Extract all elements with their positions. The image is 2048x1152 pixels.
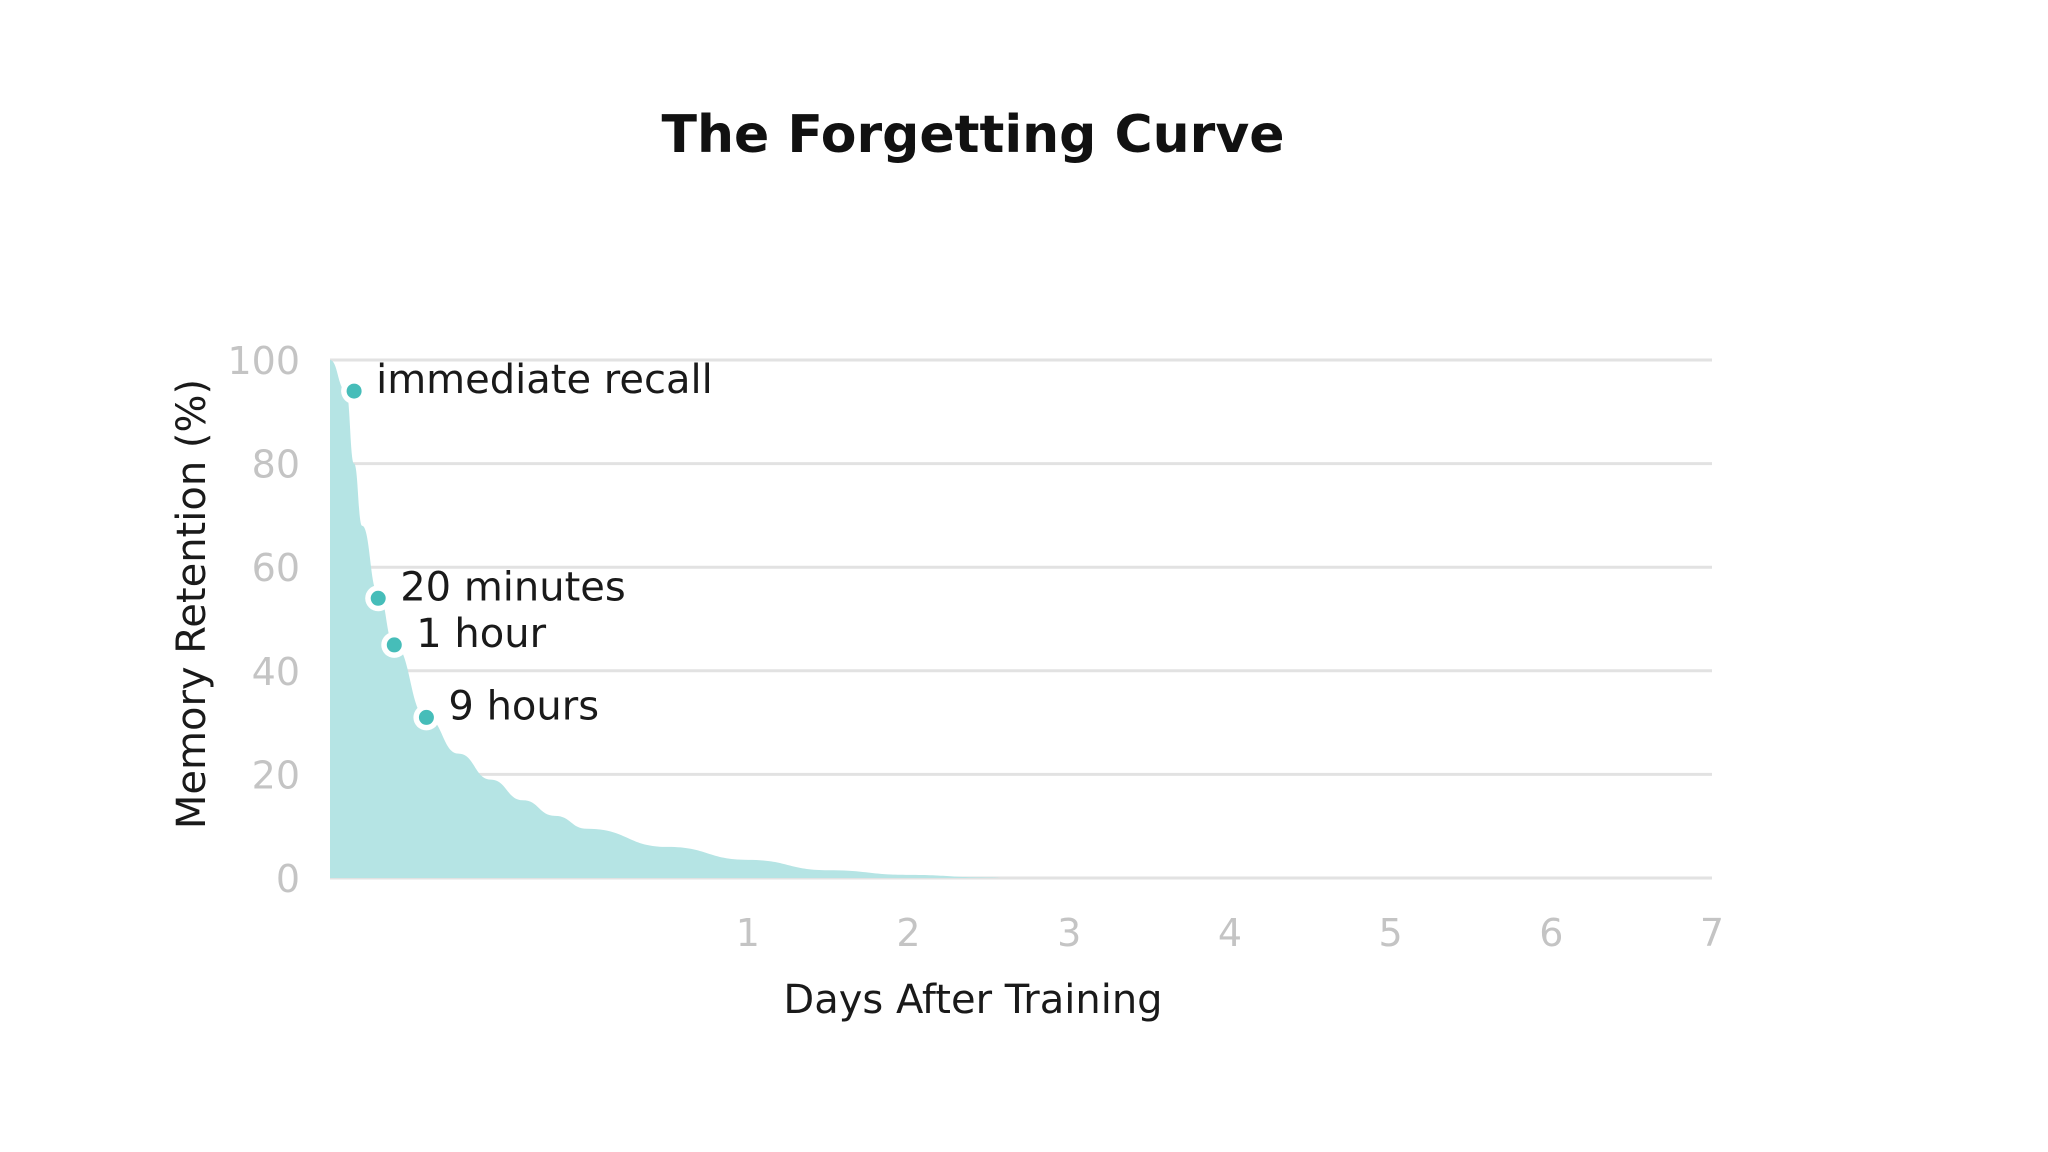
chart-title: The Forgetting Curve xyxy=(661,105,1284,165)
y-tick-label: 60 xyxy=(252,546,300,590)
y-tick-label: 80 xyxy=(252,443,300,487)
annotation-point xyxy=(418,709,434,725)
x-tick-label: 3 xyxy=(1057,911,1081,955)
annotation-point xyxy=(386,637,402,653)
x-tick-label: 2 xyxy=(896,911,920,955)
x-tick-label: 4 xyxy=(1218,911,1242,955)
x-tick-label: 7 xyxy=(1700,911,1724,955)
x-axis-ticks: 1 2 3 4 5 6 7 xyxy=(736,911,1724,955)
grid xyxy=(330,358,1712,880)
y-tick-label: 0 xyxy=(276,857,300,901)
annotation-point xyxy=(370,590,386,606)
y-tick-label: 40 xyxy=(252,650,300,694)
x-tick-label: 6 xyxy=(1539,911,1563,955)
annotation-label: 1 hour xyxy=(416,611,546,657)
plot-area xyxy=(330,360,1005,878)
annotation-label: immediate recall xyxy=(376,357,713,403)
y-tick-label: 20 xyxy=(252,753,300,797)
y-tick-label: 100 xyxy=(227,339,300,383)
x-tick-label: 1 xyxy=(736,911,760,955)
annotation-label: 9 hours xyxy=(448,683,599,729)
x-axis-title: Days After Training xyxy=(783,977,1162,1023)
annotation-point xyxy=(346,383,362,399)
x-tick-label: 5 xyxy=(1379,911,1403,955)
retention-area-series-0 xyxy=(330,360,1005,878)
annotation-label: 20 minutes xyxy=(400,564,626,610)
y-axis-ticks: 0 20 40 60 80 100 xyxy=(227,339,300,901)
y-axis-title: Memory Retention (%) xyxy=(169,379,215,829)
